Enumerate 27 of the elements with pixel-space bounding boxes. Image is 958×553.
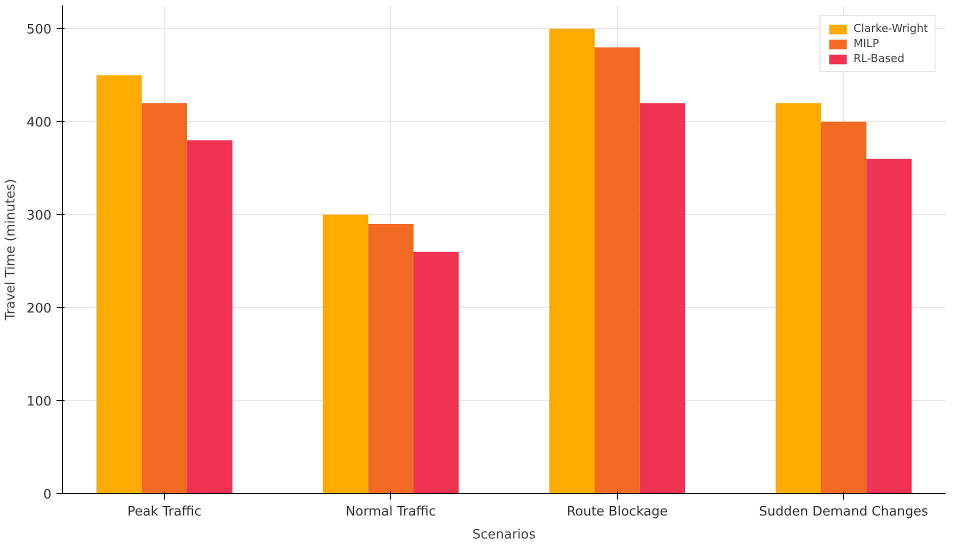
bar [96, 75, 142, 494]
x-tick-label: Route Blockage [566, 504, 668, 520]
x-axis-title: Scenarios [472, 528, 536, 542]
bar [142, 103, 188, 494]
x-tick-label: Sudden Demand Changes [759, 504, 928, 520]
legend-label: MILP [854, 37, 879, 50]
y-tick-label: 400 [26, 116, 52, 131]
x-tick-label: Normal Traffic [346, 504, 436, 520]
legend-label: RL-Based [854, 52, 904, 65]
bar [776, 103, 821, 494]
bar [820, 122, 866, 494]
y-axis-title: Travel Time (minutes) [4, 178, 19, 322]
bar [594, 47, 640, 494]
bar [640, 103, 686, 494]
bar [549, 28, 595, 494]
legend-label: Clarke-Wright [854, 22, 928, 35]
bar [187, 140, 232, 494]
y-tick-label: 500 [26, 22, 52, 38]
y-tick-label: 100 [26, 394, 52, 410]
bar [866, 158, 912, 494]
y-tick-label: 200 [26, 302, 52, 317]
bar [322, 214, 368, 494]
y-tick-label: 300 [26, 208, 52, 224]
x-tick-label: Peak Traffic [127, 504, 202, 520]
y-tick-label: 0 [43, 488, 52, 502]
bar [413, 252, 459, 494]
bar [368, 224, 414, 494]
